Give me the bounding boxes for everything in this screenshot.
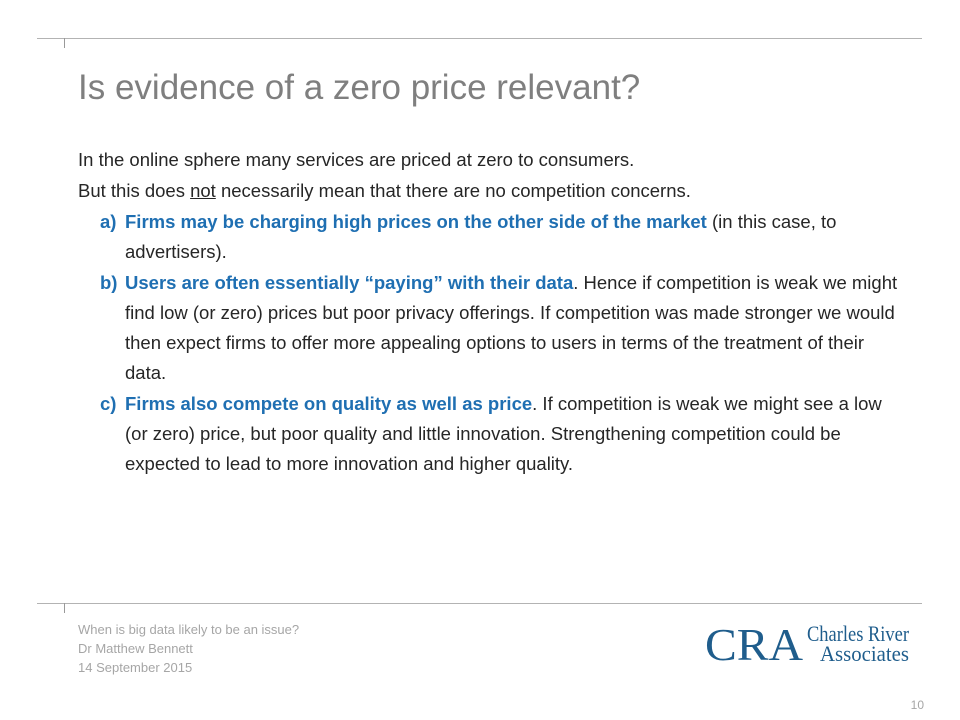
company-logo: CRA Charles River Associates (705, 619, 910, 667)
list-item-a-lead: Firms may be charging high prices on the… (125, 211, 707, 232)
slide-title: Is evidence of a zero price relevant? (78, 68, 641, 107)
footer: When is big data likely to be an issue? … (78, 620, 299, 677)
paragraph-2-end: necessarily mean that there are no compe… (215, 180, 691, 201)
list-item-b: b) Users are often essentially “paying” w… (78, 268, 908, 388)
underlined-word: not (190, 180, 216, 201)
top-divider (37, 38, 922, 39)
list-item-a: a) Firms may be charging high prices on t… (78, 207, 908, 267)
bottom-divider-tick (64, 603, 65, 613)
slide-body: In the online sphere many services are p… (78, 145, 908, 480)
list-item-c-text: . If competition is weak we might see a … (125, 393, 882, 474)
logo-name-line1: Charles River (807, 621, 910, 646)
list-marker-a: a) (100, 211, 117, 232)
logo-name-line2: Associates (820, 641, 909, 666)
list-marker-c: c) (100, 393, 117, 414)
footer-author: Dr Matthew Bennett (78, 641, 193, 656)
paragraph-2: But this does not necessarily mean that … (78, 176, 908, 206)
list-marker-b: b) (100, 272, 118, 293)
list-item-c: c) Firms also compete on quality as well … (78, 389, 908, 479)
bottom-divider (37, 603, 922, 604)
paragraph-2-start: But this does (78, 180, 191, 201)
footer-presentation-title: When is big data likely to be an issue? (78, 622, 300, 637)
footer-date: 14 September 2015 (78, 660, 193, 675)
top-divider-tick (64, 38, 65, 48)
list-item-b-lead: Users are often essentially “paying” wit… (125, 272, 574, 293)
list-item-b-text: . Hence if competition is weak we might … (125, 272, 898, 383)
paragraph-1: In the online sphere many services are p… (78, 149, 635, 170)
list-item-c-lead: Firms also compete on quality as well as… (125, 393, 533, 414)
page-number: 10 (910, 698, 924, 712)
list-item-a-text: (in this case, to advertisers). (125, 211, 837, 262)
logo-initials: CRA (705, 619, 803, 667)
